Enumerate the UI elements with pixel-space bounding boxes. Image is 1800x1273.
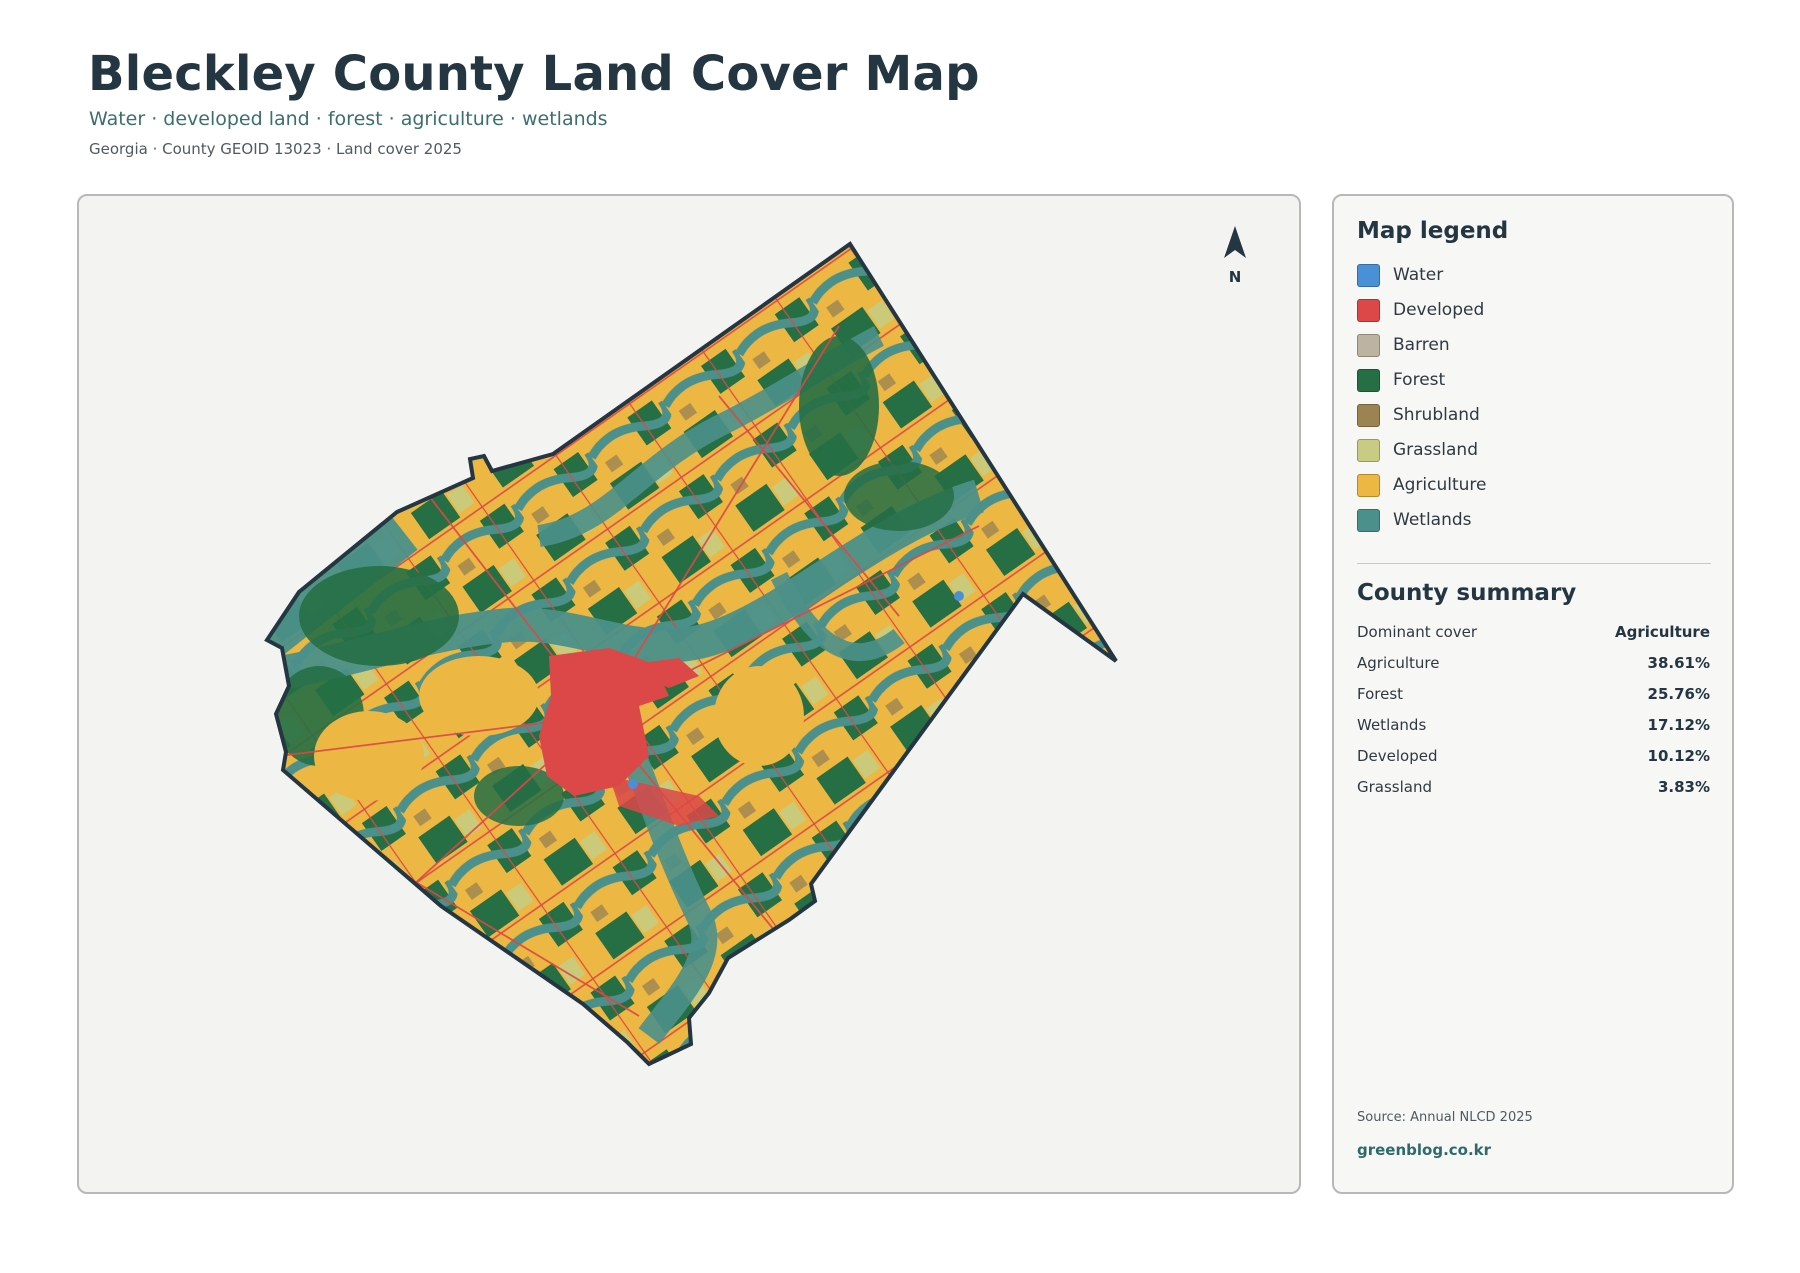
legend-item-forest: Forest <box>1357 367 1445 393</box>
legend-label-developed: Developed <box>1393 300 1485 320</box>
legend-panel: Map legend Water Developed Barren Forest… <box>1332 194 1734 1194</box>
legend-swatch-agriculture <box>1357 473 1380 497</box>
map-metadata: Georgia · County GEOID 13023 · Land cove… <box>89 140 462 158</box>
legend-item-wetlands: Wetlands <box>1357 507 1472 533</box>
summary-row-grassland: Grassland 3.83% <box>1357 776 1710 798</box>
page-subtitle: Water · developed land · forest · agricu… <box>89 108 608 130</box>
summary-label: Forest <box>1357 685 1404 703</box>
legend-swatch-water <box>1357 263 1380 287</box>
summary-value: 38.61% <box>1647 654 1710 672</box>
legend-label-shrubland: Shrubland <box>1393 405 1480 425</box>
north-arrow-icon <box>1224 226 1246 258</box>
legend-label-grassland: Grassland <box>1393 440 1478 460</box>
summary-value: Agriculture <box>1614 623 1710 641</box>
summary-label: Wetlands <box>1357 716 1427 734</box>
legend-swatch-barren <box>1357 333 1380 357</box>
county-land-cover-map[interactable] <box>79 196 1301 1194</box>
legend-item-shrubland: Shrubland <box>1357 402 1480 428</box>
summary-value: 17.12% <box>1647 716 1710 734</box>
page-title: Bleckley County Land Cover Map <box>88 46 980 102</box>
legend-item-developed: Developed <box>1357 297 1484 323</box>
legend-swatch-forest <box>1357 368 1380 392</box>
summary-label: Dominant cover <box>1357 623 1478 641</box>
legend-swatch-grassland <box>1357 438 1380 462</box>
legend-label-agriculture: Agriculture <box>1393 475 1487 495</box>
legend-label-water: Water <box>1393 265 1444 285</box>
legend-item-water: Water <box>1357 262 1443 288</box>
summary-value: 10.12% <box>1647 747 1710 765</box>
summary-value: 25.76% <box>1647 685 1710 703</box>
legend-divider <box>1357 563 1711 564</box>
legend-item-barren: Barren <box>1357 332 1450 358</box>
summary-row-developed: Developed 10.12% <box>1357 745 1710 767</box>
summary-row-dominant: Dominant cover Agriculture <box>1357 621 1710 643</box>
legend-label-wetlands: Wetlands <box>1393 510 1472 530</box>
summary-title: County summary <box>1357 580 1577 606</box>
north-label: N <box>1228 268 1242 286</box>
map-panel[interactable] <box>77 194 1301 1194</box>
north-arrow: N <box>1220 224 1250 286</box>
legend-swatch-wetlands <box>1357 508 1380 532</box>
summary-label: Agriculture <box>1357 654 1440 672</box>
legend-label-barren: Barren <box>1393 335 1450 355</box>
legend-label-forest: Forest <box>1393 370 1446 390</box>
summary-label: Grassland <box>1357 778 1432 796</box>
summary-value: 3.83% <box>1657 778 1710 796</box>
legend-swatch-shrubland <box>1357 403 1380 427</box>
data-source: Source: Annual NLCD 2025 <box>1357 1110 1533 1125</box>
legend-item-grassland: Grassland <box>1357 437 1478 463</box>
legend-title: Map legend <box>1357 218 1509 244</box>
summary-row-wetlands: Wetlands 17.12% <box>1357 714 1710 736</box>
site-link[interactable]: greenblog.co.kr <box>1357 1141 1492 1159</box>
legend-swatch-developed <box>1357 298 1380 322</box>
legend-item-agriculture: Agriculture <box>1357 472 1487 498</box>
summary-row-forest: Forest 25.76% <box>1357 683 1710 705</box>
summary-row-agriculture: Agriculture 38.61% <box>1357 652 1710 674</box>
summary-label: Developed <box>1357 747 1438 765</box>
